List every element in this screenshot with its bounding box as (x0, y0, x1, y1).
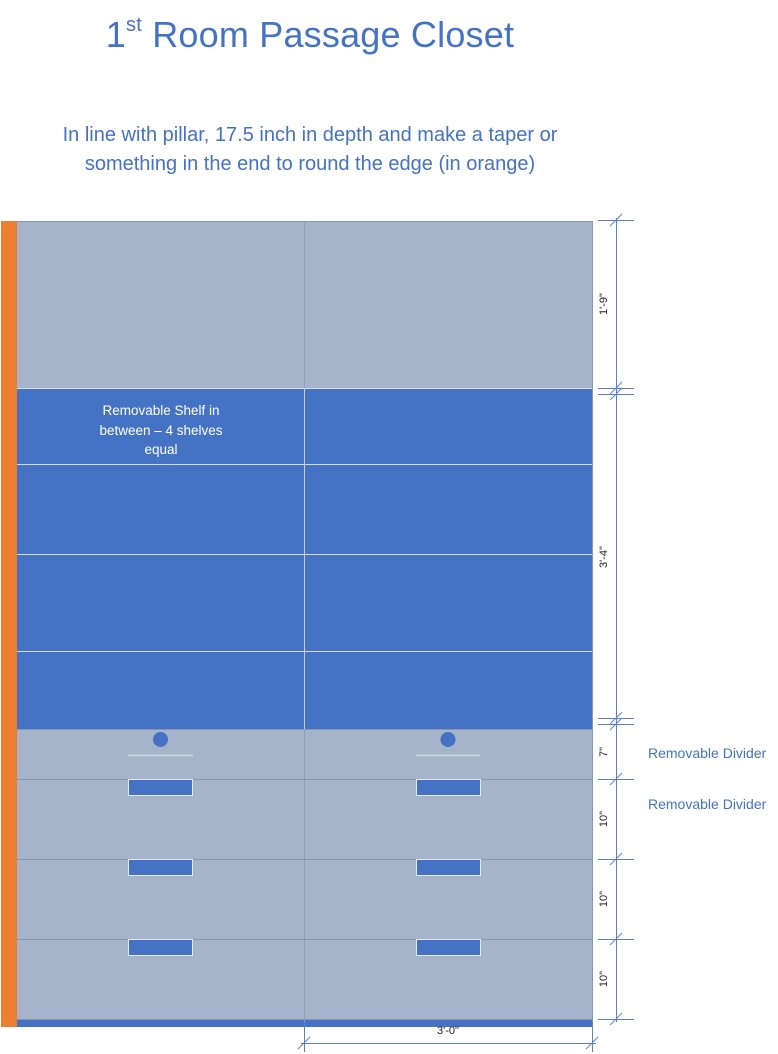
dim-drawer-2: 10" (598, 810, 610, 828)
vertical-dimension-lines (598, 213, 634, 1026)
shelf-note-line-2: between – 4 shelves (99, 422, 223, 438)
knob-right (440, 732, 456, 747)
shelf-note-line-1: Removable Shelf in (102, 403, 220, 418)
title-ordinal-number: 1 (105, 14, 127, 55)
dim-top-section: 1'-9" (598, 293, 610, 315)
subtitle-line-1: In line with pillar, 17.5 inch in depth … (62, 124, 558, 146)
knob-left (153, 732, 168, 747)
handle-left-3 (128, 939, 193, 956)
shelf-note: Removable Shelf in between – 4 shelves e… (80, 401, 242, 460)
subtitle-line-2: something in the end to round the edge (… (84, 153, 536, 175)
horizontal-dimension-line (297, 1022, 599, 1052)
handle-right-2 (416, 859, 481, 876)
title-text: Room Passage Closet (152, 14, 515, 55)
handle-right-3 (416, 939, 481, 956)
page-title: 1st Room Passage Closet (0, 14, 620, 56)
dim-width: 3'-0" (437, 1025, 459, 1037)
orange-edge (1, 221, 17, 1027)
title-ordinal-suffix: st (126, 14, 142, 36)
drawer-handles (128, 779, 481, 956)
removable-divider-note-1: Removable Divider (648, 745, 767, 761)
drawer-lines (17, 729, 592, 1020)
removable-divider-note-2: Removable Divider (648, 796, 767, 812)
shelf-note-line-3: equal (144, 442, 178, 457)
handle-right-1 (416, 779, 481, 796)
handle-left-2 (128, 859, 193, 876)
dim-middle-section: 3'-4" (598, 546, 610, 568)
subtitle: In line with pillar, 17.5 inch in depth … (0, 121, 620, 179)
dim-drawer-3: 10" (598, 890, 610, 908)
dim-drawer-1: 7" (598, 746, 610, 758)
handle-left-1 (128, 779, 193, 796)
dim-drawer-4: 10" (598, 970, 610, 988)
